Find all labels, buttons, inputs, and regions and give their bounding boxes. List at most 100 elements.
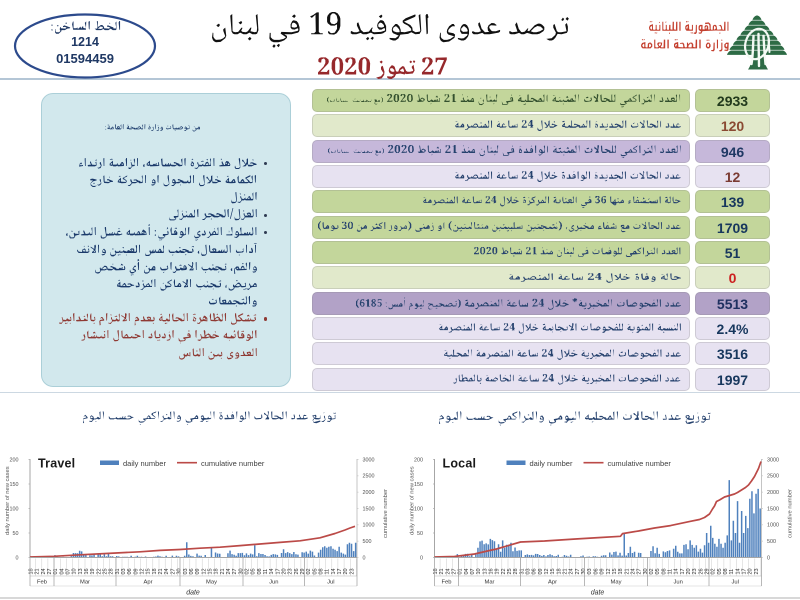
svg-text:Feb: Feb [442,580,452,586]
svg-text:Mar: Mar [80,580,90,586]
svg-text:03: 03 [183,568,189,574]
svg-text:23: 23 [288,568,294,574]
svg-text:25: 25 [103,568,109,574]
svg-text:02: 02 [649,568,655,574]
svg-text:01: 01 [458,568,464,574]
svg-text:02: 02 [306,568,312,574]
svg-text:1500: 1500 [363,506,375,512]
svg-text:05: 05 [312,568,318,574]
svg-text:cumulative number: cumulative number [201,459,265,468]
svg-text:18: 18 [214,568,220,574]
svg-text:3000: 3000 [767,457,779,463]
svg-text:23: 23 [754,568,760,574]
svg-text:19: 19 [495,568,501,574]
svg-text:18: 18 [152,568,158,574]
svg-text:06: 06 [127,568,133,574]
svg-text:2000: 2000 [767,490,779,496]
svg-text:17: 17 [275,568,281,574]
svg-text:Jun: Jun [674,580,683,586]
svg-text:Mar: Mar [485,580,495,586]
svg-text:200: 200 [414,457,423,463]
svg-text:05: 05 [717,568,723,574]
svg-text:0: 0 [420,555,423,561]
svg-text:17: 17 [680,568,686,574]
svg-text:09: 09 [133,568,139,574]
svg-text:24: 24 [226,568,232,574]
svg-text:22: 22 [96,568,102,574]
svg-text:50: 50 [417,531,423,537]
svg-text:Jul: Jul [731,580,738,586]
svg-text:11: 11 [325,569,331,575]
svg-text:21: 21 [220,568,226,574]
svg-text:20: 20 [686,568,692,574]
svg-text:30: 30 [177,568,183,574]
svg-text:Feb: Feb [37,580,47,586]
svg-text:13: 13 [482,568,488,574]
svg-text:06: 06 [532,568,538,574]
svg-text:Jun: Jun [269,580,278,586]
svg-text:21: 21 [439,568,445,574]
svg-text:08: 08 [319,568,325,574]
svg-text:08: 08 [257,568,263,574]
svg-text:May: May [611,580,622,586]
svg-text:05: 05 [655,568,661,574]
svg-text:12: 12 [140,568,146,574]
svg-text:Jul: Jul [327,580,334,586]
svg-text:28: 28 [109,568,115,574]
svg-text:daily number of new cases: daily number of new cases [5,466,11,535]
svg-text:05: 05 [251,568,257,574]
svg-text:06: 06 [189,568,195,574]
svg-text:15: 15 [146,568,152,574]
svg-text:1000: 1000 [767,523,779,529]
svg-text:3000: 3000 [363,457,375,463]
svg-text:20: 20 [282,568,288,574]
svg-text:cumulative number: cumulative number [608,459,672,468]
svg-text:18: 18 [618,568,624,574]
svg-text:27: 27 [452,568,458,574]
svg-text:2500: 2500 [363,474,375,480]
svg-text:150: 150 [10,482,19,488]
svg-text:24: 24 [41,568,47,574]
svg-text:cumulative number: cumulative number [788,489,794,538]
svg-text:02: 02 [244,568,250,574]
svg-text:23: 23 [692,568,698,574]
svg-text:21: 21 [624,568,630,574]
svg-text:03: 03 [121,568,127,574]
svg-text:14: 14 [269,568,275,574]
svg-text:15: 15 [612,568,618,574]
svg-text:18: 18 [433,568,439,574]
svg-text:01: 01 [53,568,59,574]
svg-text:06: 06 [593,568,599,574]
svg-text:daily number: daily number [530,459,573,468]
svg-text:cumulative number: cumulative number [383,489,389,538]
svg-text:30: 30 [581,568,587,574]
svg-text:08: 08 [661,568,667,574]
svg-text:14: 14 [674,568,680,574]
svg-text:18: 18 [29,568,35,574]
svg-text:15: 15 [207,568,213,574]
svg-text:16: 16 [84,568,90,574]
svg-text:20: 20 [343,568,349,574]
svg-text:29: 29 [705,568,711,574]
svg-text:21: 21 [35,568,41,574]
svg-text:09: 09 [600,568,606,574]
svg-text:11: 11 [729,569,735,575]
svg-text:24: 24 [630,568,636,574]
svg-text:29: 29 [300,568,306,574]
svg-text:02: 02 [711,568,717,574]
svg-text:Travel: Travel [38,457,75,471]
svg-text:1000: 1000 [363,523,375,529]
svg-text:07: 07 [470,568,476,574]
svg-text:date: date [186,590,200,597]
svg-text:23: 23 [349,568,355,574]
svg-text:14: 14 [735,568,741,574]
svg-text:28: 28 [513,568,519,574]
svg-text:24: 24 [445,568,451,574]
svg-text:09: 09 [195,568,201,574]
svg-text:22: 22 [501,568,507,574]
svg-text:May: May [206,580,217,586]
svg-text:26: 26 [294,568,300,574]
svg-text:100: 100 [414,506,423,512]
svg-text:200: 200 [10,457,19,463]
svg-text:24: 24 [164,568,170,574]
